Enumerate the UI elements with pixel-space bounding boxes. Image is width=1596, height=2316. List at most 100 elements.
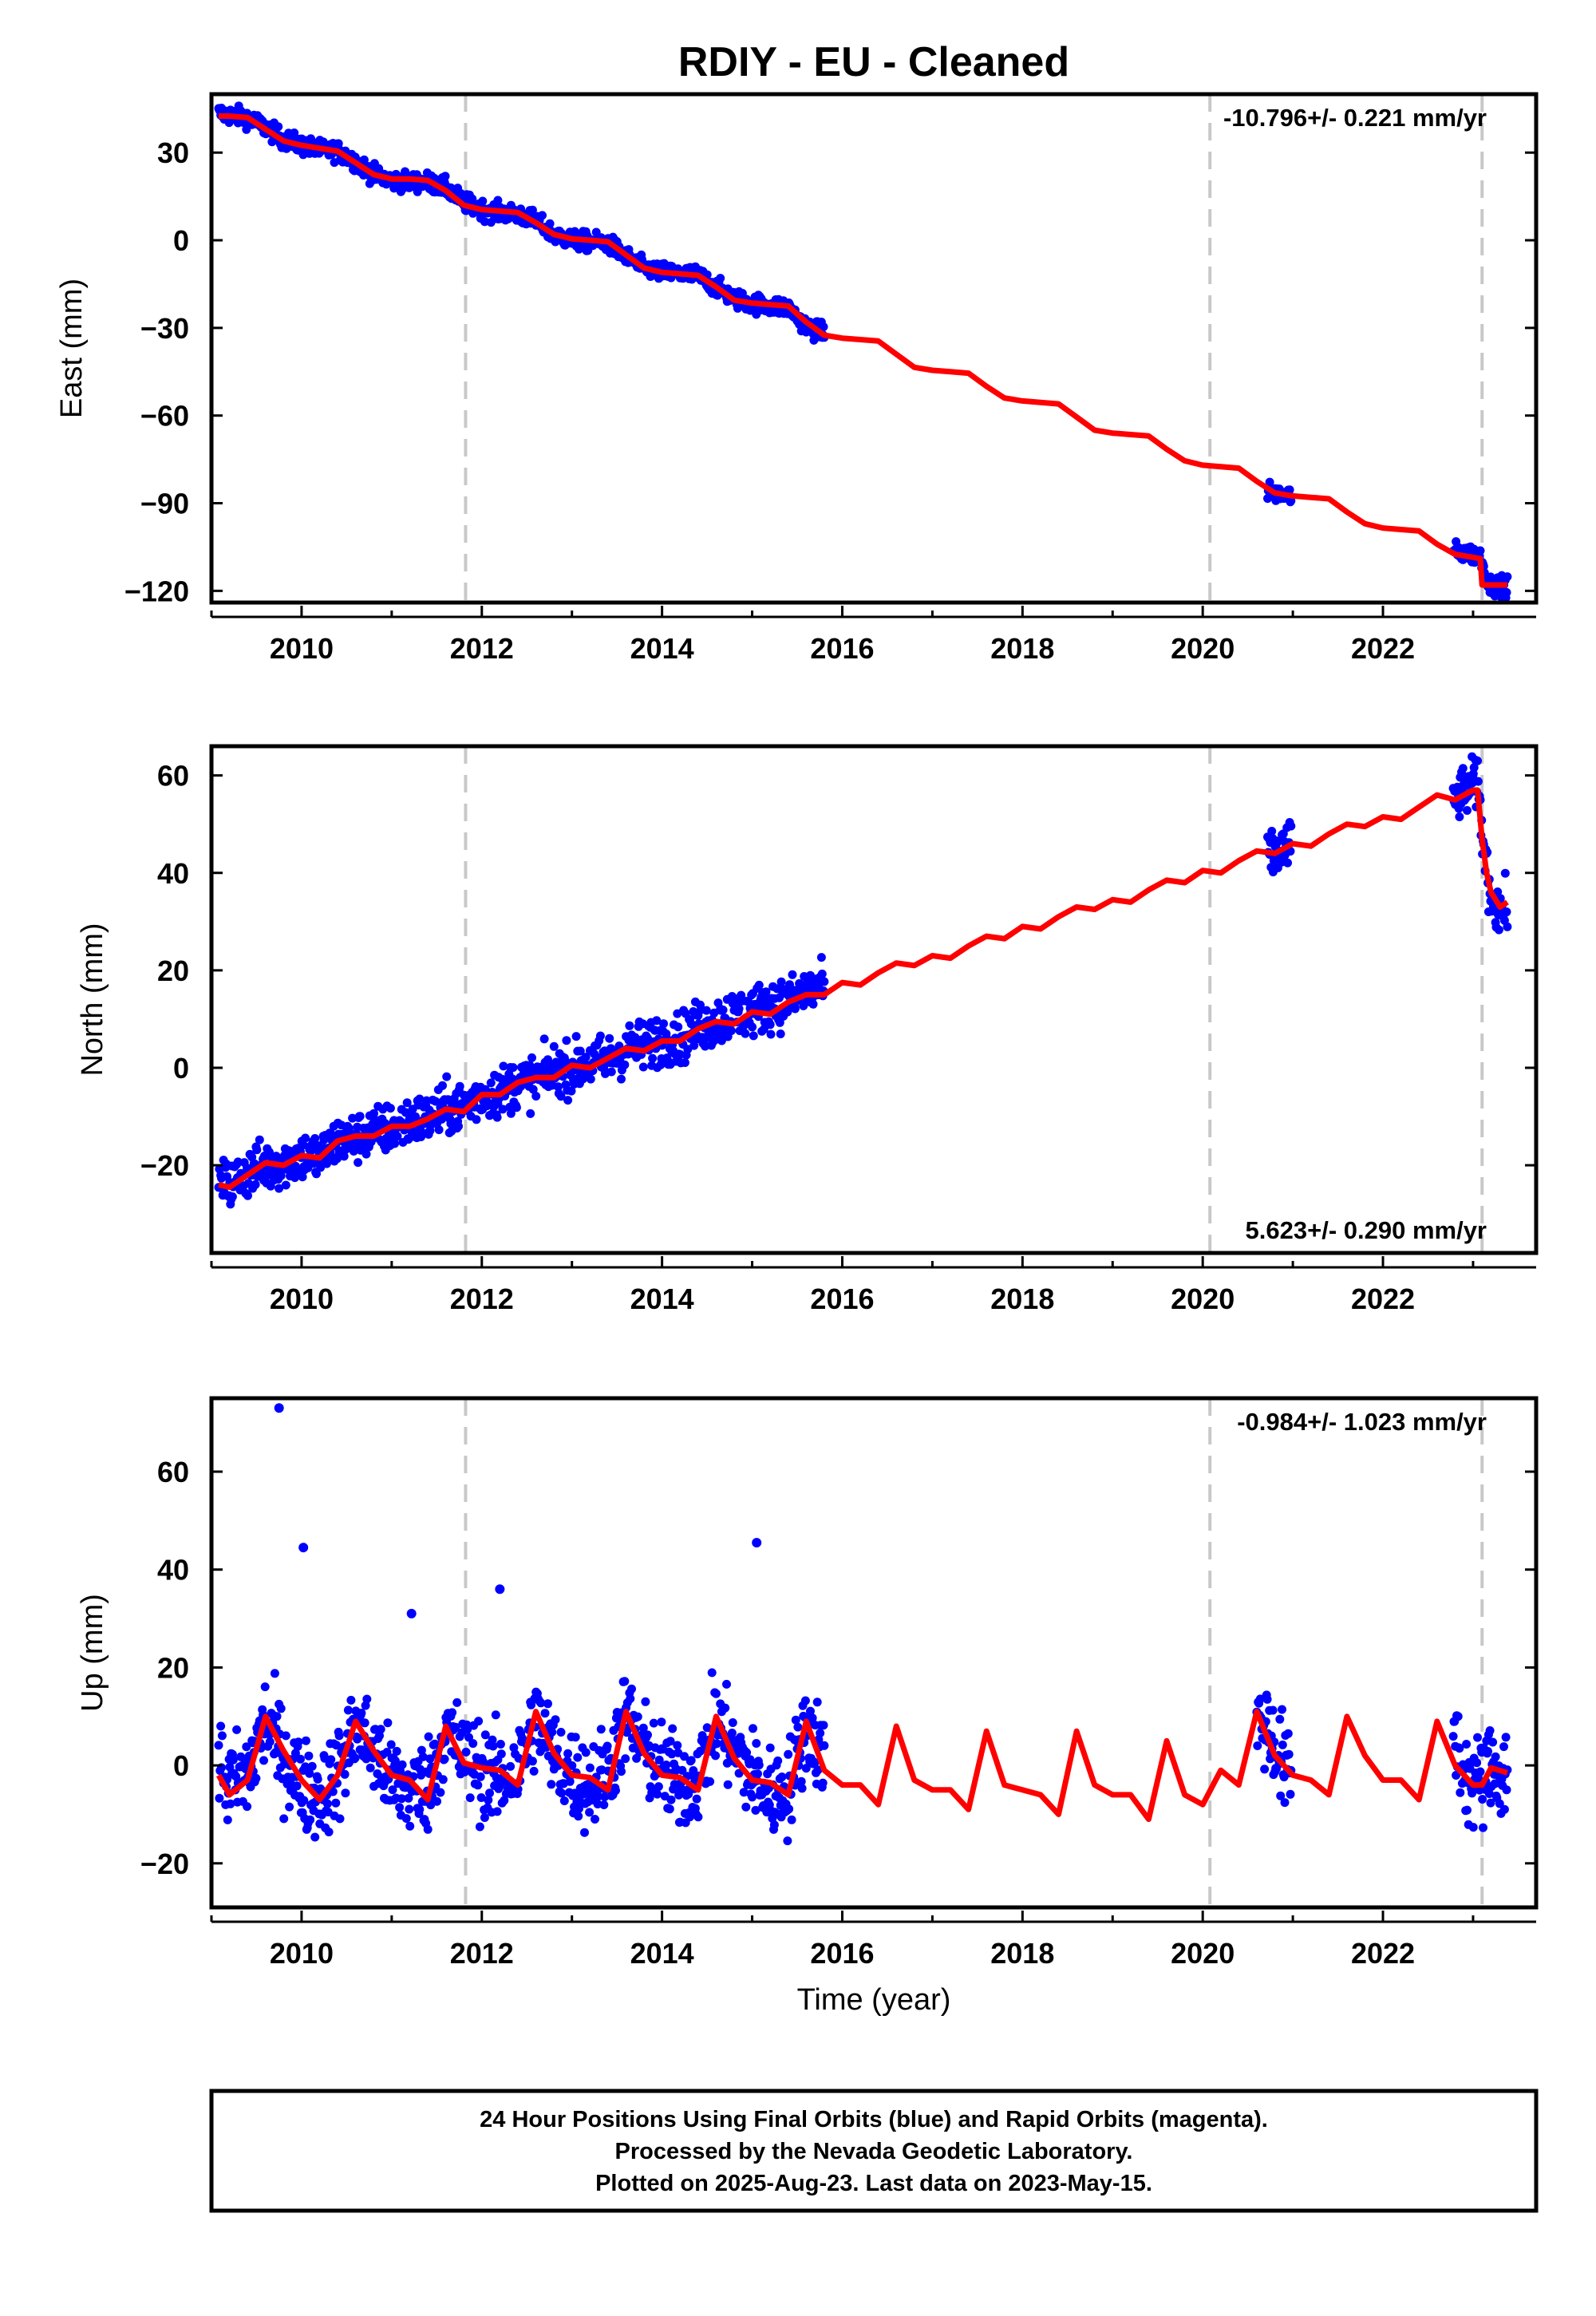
data-point xyxy=(440,172,450,181)
data-point xyxy=(227,1192,237,1201)
data-point xyxy=(415,1804,425,1814)
data-point xyxy=(1503,572,1512,582)
data-point xyxy=(513,1784,523,1794)
data-point xyxy=(557,1788,567,1798)
data-point xyxy=(474,1717,484,1726)
data-point xyxy=(383,1718,393,1728)
data-point xyxy=(680,1752,689,1761)
data-point xyxy=(813,1765,823,1775)
data-point xyxy=(574,1812,583,1821)
data-point xyxy=(274,122,283,132)
data-point xyxy=(1453,1712,1463,1721)
data-point xyxy=(766,1030,776,1039)
data-point xyxy=(1499,1742,1508,1752)
data-point xyxy=(797,1784,807,1793)
data-point xyxy=(215,1793,224,1803)
data-point xyxy=(538,211,547,220)
data-point xyxy=(393,1132,402,1141)
data-point xyxy=(233,1157,243,1167)
y-tick-label: −90 xyxy=(140,488,189,520)
data-point xyxy=(605,1034,614,1043)
data-point xyxy=(769,1820,779,1830)
x-tick-label: 2014 xyxy=(630,632,694,665)
data-point xyxy=(346,1695,356,1705)
data-point xyxy=(556,1092,566,1101)
data-point xyxy=(312,1169,321,1179)
data-point xyxy=(765,1743,775,1753)
data-point xyxy=(340,1769,350,1779)
data-point xyxy=(480,1730,490,1740)
data-point xyxy=(606,1067,616,1077)
data-point xyxy=(734,1004,744,1014)
data-point xyxy=(709,1008,719,1018)
data-point xyxy=(1255,1694,1265,1704)
data-point xyxy=(1476,1767,1485,1777)
data-point xyxy=(343,1705,353,1715)
data-point xyxy=(498,1105,508,1114)
data-point xyxy=(529,1766,539,1776)
data-point xyxy=(528,1085,538,1094)
data-point xyxy=(305,1769,314,1778)
data-point xyxy=(547,1727,557,1737)
data-points xyxy=(214,1403,1512,1846)
data-point xyxy=(405,1804,414,1814)
data-point xyxy=(620,1677,630,1686)
rate-annotation: -0.984+/- 1.023 mm/yr xyxy=(1237,1408,1487,1436)
data-point xyxy=(242,1742,251,1752)
data-point xyxy=(448,1708,457,1717)
data-point xyxy=(382,1748,392,1757)
data-point xyxy=(549,1041,559,1051)
data-point xyxy=(581,1748,591,1757)
data-point xyxy=(727,1026,736,1035)
data-point xyxy=(776,977,786,986)
data-point xyxy=(365,1763,375,1773)
x-tick-label: 2012 xyxy=(450,632,514,665)
data-point xyxy=(332,1741,342,1750)
footer-line-2: Processed by the Nevada Geodetic Laborat… xyxy=(615,2139,1133,2164)
data-point xyxy=(692,1794,701,1804)
data-point xyxy=(627,1684,636,1694)
data-point xyxy=(820,977,829,986)
data-point xyxy=(777,1773,787,1781)
data-point xyxy=(281,1731,290,1741)
data-point xyxy=(1476,546,1485,555)
footer-box: 24 Hour Positions Using Final Orbits (bl… xyxy=(209,2089,1539,2213)
data-point xyxy=(473,1780,483,1790)
data-point xyxy=(1448,1732,1458,1741)
data-point xyxy=(361,1149,371,1159)
y-axis-label: North (mm) xyxy=(76,923,109,1076)
data-point xyxy=(301,1736,310,1745)
x-tick-label: 2018 xyxy=(990,1937,1054,1970)
x-tick-label: 2022 xyxy=(1351,1282,1415,1315)
data-point xyxy=(527,1700,536,1709)
data-point xyxy=(617,1767,626,1777)
data-point xyxy=(1286,1789,1295,1799)
data-point xyxy=(386,1740,396,1749)
data-point xyxy=(711,1751,721,1761)
data-point xyxy=(754,1761,764,1770)
data-point xyxy=(819,322,828,331)
data-point xyxy=(654,1782,663,1792)
data-point xyxy=(255,1135,264,1144)
data-point xyxy=(455,1081,464,1091)
data-point xyxy=(1283,858,1292,868)
data-point xyxy=(478,196,488,206)
data-point xyxy=(638,1062,648,1072)
data-point xyxy=(442,1072,452,1081)
data-point xyxy=(723,1780,733,1789)
data-point xyxy=(506,1761,516,1771)
data-point xyxy=(654,1755,664,1765)
data-point xyxy=(665,1804,674,1814)
data-point xyxy=(496,1740,505,1749)
data-point xyxy=(1499,1804,1509,1814)
data-point xyxy=(1276,1791,1286,1800)
data-point xyxy=(279,1814,289,1824)
data-point xyxy=(668,1724,678,1733)
data-point xyxy=(1283,1729,1293,1738)
data-point xyxy=(216,1721,226,1731)
x-tick-label: 2020 xyxy=(1171,1282,1235,1315)
data-point xyxy=(484,1796,493,1804)
data-point xyxy=(662,1761,671,1769)
data-point xyxy=(454,1121,463,1131)
data-point xyxy=(696,1746,705,1756)
